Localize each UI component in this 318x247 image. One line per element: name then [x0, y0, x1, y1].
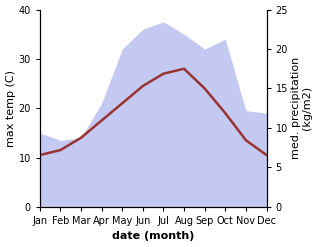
Y-axis label: med. precipitation
(kg/m2): med. precipitation (kg/m2)	[291, 57, 313, 159]
X-axis label: date (month): date (month)	[112, 231, 194, 242]
Y-axis label: max temp (C): max temp (C)	[5, 70, 16, 147]
